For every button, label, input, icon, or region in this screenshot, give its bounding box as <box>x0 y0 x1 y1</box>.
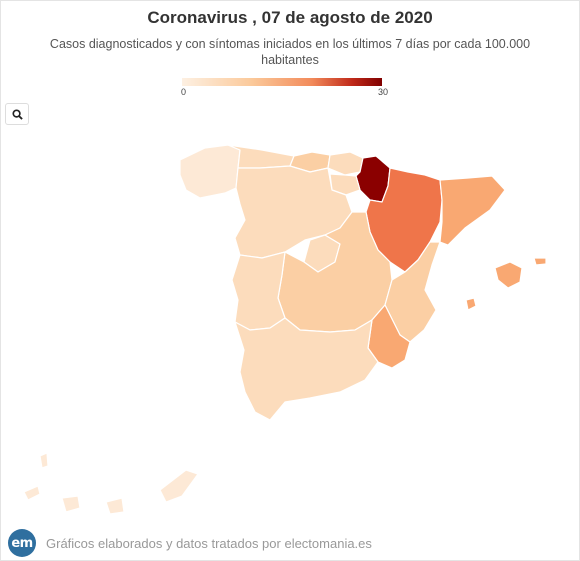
color-legend: 0 30 <box>181 78 388 98</box>
legend-gradient-bar <box>182 78 382 86</box>
legend-min-label: 0 <box>181 87 187 97</box>
electomania-logo: em <box>8 529 36 557</box>
chart-title: Coronavirus , 07 de agosto de 2020 <box>147 8 433 27</box>
chart-subtitle: Casos diagnosticados y con síntomas inic… <box>49 37 531 67</box>
region-canarias-east[interactable] <box>159 469 199 503</box>
region-cataluna[interactable] <box>439 175 506 246</box>
spain-choropleth-map <box>23 144 547 515</box>
legend-max-label: 30 <box>377 87 388 97</box>
region-canarias-tenerife[interactable] <box>105 497 125 515</box>
region-canarias-fuerteventura[interactable] <box>23 485 41 501</box>
region-baleares-menorca[interactable] <box>533 257 547 266</box>
region-baleares-ibiza[interactable] <box>465 297 477 311</box>
region-galicia[interactable] <box>179 144 241 199</box>
zoom-button[interactable] <box>5 103 29 125</box>
region-baleares-mallorca[interactable] <box>494 261 523 289</box>
credit-text: Gráficos elaborados y datos tratados por… <box>46 535 372 551</box>
region-canarias-gran-canaria[interactable] <box>61 495 81 513</box>
footer: em Gráficos elaborados y datos tratados … <box>8 529 372 557</box>
region-pais-vasco[interactable] <box>327 151 364 176</box>
region-andalucia[interactable] <box>234 317 379 421</box>
region-extremadura[interactable] <box>231 251 286 331</box>
search-icon <box>11 108 23 120</box>
region-canarias-lanzarote[interactable] <box>39 452 49 469</box>
